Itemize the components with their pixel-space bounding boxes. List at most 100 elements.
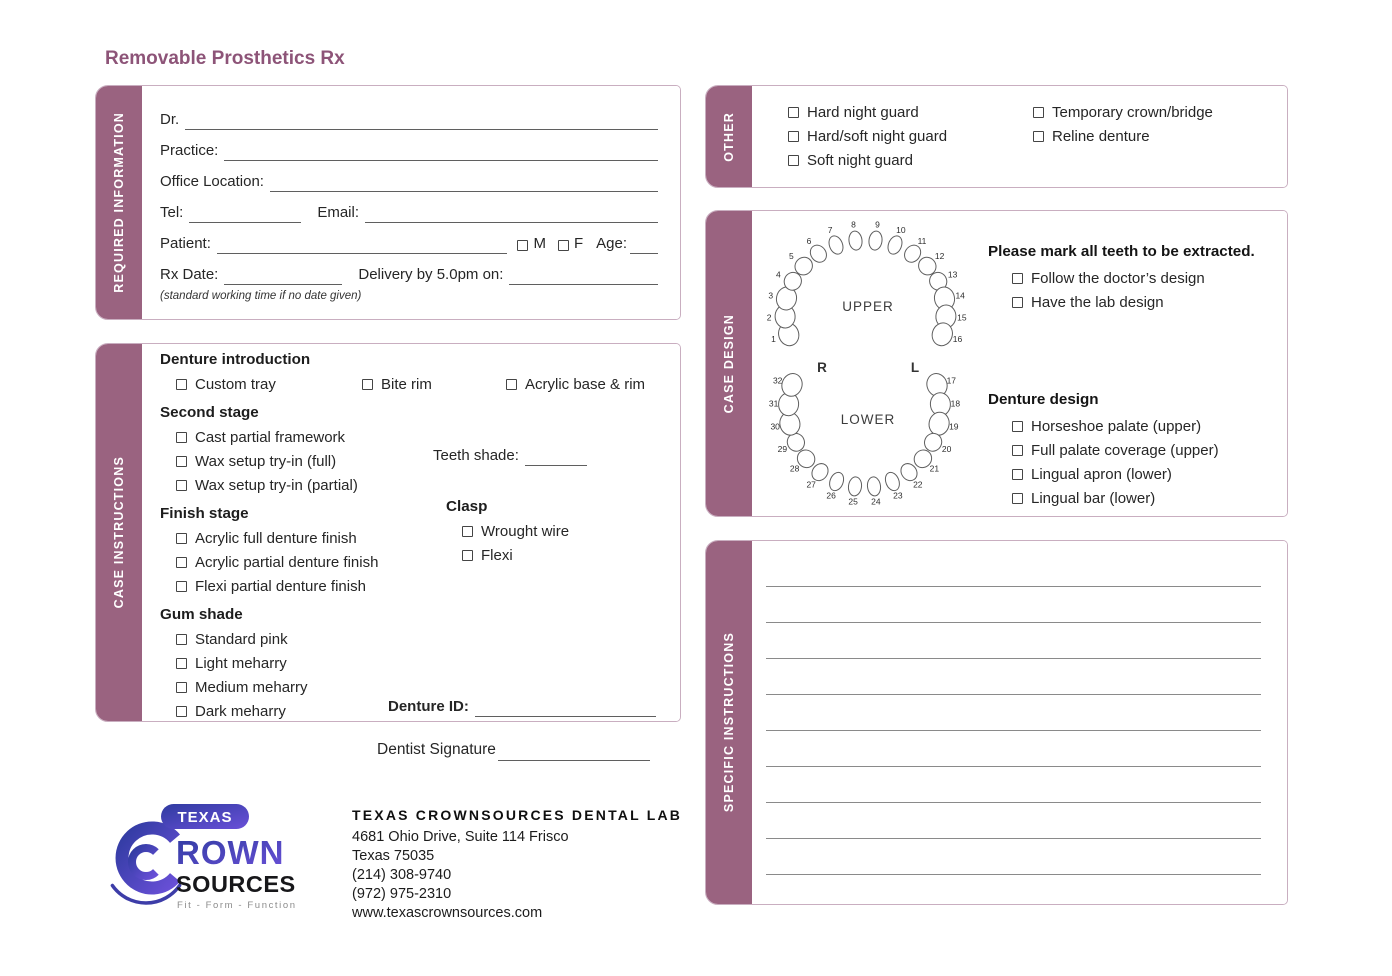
tooth-22[interactable] bbox=[898, 460, 921, 483]
tooth-11[interactable] bbox=[901, 242, 924, 265]
standard-pink-checkbox[interactable] bbox=[176, 633, 187, 645]
patient-input-line[interactable] bbox=[216, 239, 508, 254]
wax-setup-partial-row: Wax setup try-in (partial) bbox=[176, 473, 662, 497]
instruction-write-line[interactable] bbox=[766, 695, 1261, 731]
tooth-12[interactable] bbox=[915, 254, 940, 279]
tooth-19[interactable] bbox=[927, 410, 951, 436]
follow-doctors-design-row: Follow the doctor’s design bbox=[1012, 266, 1287, 290]
tooth-number-24: 24 bbox=[871, 496, 881, 506]
acrylic-partial-finish-label: Acrylic partial denture finish bbox=[195, 553, 379, 571]
full-palate-coverage-label: Full palate coverage (upper) bbox=[1031, 441, 1219, 459]
tooth-23[interactable] bbox=[883, 470, 902, 492]
gum-shade-heading: Gum shade bbox=[160, 606, 243, 623]
female-checkbox[interactable] bbox=[557, 240, 569, 251]
standard-pink-row: Standard pink bbox=[176, 627, 662, 651]
medium-meharry-label: Medium meharry bbox=[195, 678, 308, 696]
tooth-25[interactable] bbox=[847, 476, 863, 497]
age-input-line[interactable] bbox=[630, 239, 658, 254]
denture-id-input-line[interactable] bbox=[474, 702, 656, 717]
dentist-signature-label: Dentist Signature bbox=[377, 741, 496, 758]
hard-soft-night-guard-checkbox[interactable] bbox=[788, 130, 799, 142]
tooth-8[interactable] bbox=[848, 230, 863, 251]
cast-partial-framework-checkbox[interactable] bbox=[176, 431, 187, 443]
dark-meharry-checkbox[interactable] bbox=[176, 705, 187, 717]
reline-denture-checkbox[interactable] bbox=[1033, 130, 1044, 142]
flexi-clasp-checkbox[interactable] bbox=[462, 549, 473, 561]
instruction-write-line[interactable] bbox=[766, 551, 1261, 587]
horseshoe-palate-checkbox[interactable] bbox=[1012, 420, 1023, 432]
dentist-signature-line[interactable] bbox=[497, 746, 650, 761]
specific-instructions-tab-label: SPECIFIC INSTRUCTIONS bbox=[722, 632, 736, 813]
teeth-shade-input-line[interactable] bbox=[524, 451, 587, 466]
write-lines-area bbox=[766, 551, 1261, 875]
instruction-write-line[interactable] bbox=[766, 731, 1261, 767]
instruction-write-line[interactable] bbox=[766, 659, 1261, 695]
case-instructions-tab: CASE INSTRUCTIONS bbox=[96, 344, 142, 721]
acrylic-partial-finish-checkbox[interactable] bbox=[176, 556, 187, 568]
tooth-27[interactable] bbox=[809, 460, 832, 483]
wax-setup-full-checkbox[interactable] bbox=[176, 455, 187, 467]
tooth-32[interactable] bbox=[779, 371, 805, 399]
light-meharry-checkbox[interactable] bbox=[176, 657, 187, 669]
case-instructions-tab-label: CASE INSTRUCTIONS bbox=[112, 456, 126, 609]
tooth-number-23: 23 bbox=[893, 491, 903, 501]
tooth-number-27: 27 bbox=[806, 479, 816, 489]
upper-arch-label: UPPER bbox=[842, 299, 894, 314]
bite-rim-checkbox[interactable] bbox=[362, 378, 373, 390]
flexi-partial-finish-checkbox[interactable] bbox=[176, 580, 187, 592]
tooth-6[interactable] bbox=[807, 242, 830, 265]
lingual-bar-label: Lingual bar (lower) bbox=[1031, 489, 1156, 507]
email-label: Email: bbox=[317, 204, 360, 221]
soft-night-guard-checkbox[interactable] bbox=[788, 154, 799, 166]
instruction-write-line[interactable] bbox=[766, 623, 1261, 659]
lab-contact-block: TEXAS CROWNSOURCES DENTAL LAB 4681 Ohio … bbox=[352, 806, 682, 923]
female-label: F bbox=[573, 235, 584, 252]
medium-meharry-checkbox[interactable] bbox=[176, 681, 187, 693]
rx-date-input-line[interactable] bbox=[224, 270, 343, 285]
tooth-number-5: 5 bbox=[789, 251, 794, 261]
tooth-28[interactable] bbox=[794, 446, 819, 471]
dr-label: Dr. bbox=[160, 111, 180, 128]
right-side-label: R bbox=[817, 360, 827, 375]
practice-input-line[interactable] bbox=[224, 146, 658, 161]
tooth-7[interactable] bbox=[826, 234, 845, 256]
have-lab-design-checkbox[interactable] bbox=[1012, 296, 1023, 308]
hard-night-guard-checkbox[interactable] bbox=[788, 106, 799, 118]
logo-tagline-text: Fit - Form - Function bbox=[177, 900, 297, 911]
email-input-line[interactable] bbox=[365, 208, 658, 223]
lingual-apron-checkbox[interactable] bbox=[1012, 468, 1023, 480]
temporary-crown-bridge-checkbox[interactable] bbox=[1033, 106, 1044, 118]
tooth-16[interactable] bbox=[929, 320, 955, 348]
instruction-write-line[interactable] bbox=[766, 767, 1261, 803]
tel-input-line[interactable] bbox=[189, 208, 302, 223]
wrought-wire-checkbox[interactable] bbox=[462, 525, 473, 537]
tooth-4[interactable] bbox=[781, 270, 804, 294]
wax-setup-partial-checkbox[interactable] bbox=[176, 479, 187, 491]
standard-pink-label: Standard pink bbox=[195, 630, 288, 648]
tooth-21[interactable] bbox=[911, 446, 936, 471]
required-information-tab: REQUIRED INFORMATION bbox=[96, 86, 142, 319]
instruction-write-line[interactable] bbox=[766, 839, 1261, 875]
office-location-input-line[interactable] bbox=[269, 177, 658, 192]
full-palate-coverage-checkbox[interactable] bbox=[1012, 444, 1023, 456]
tooth-24[interactable] bbox=[866, 476, 882, 497]
instruction-write-line[interactable] bbox=[766, 587, 1261, 623]
tooth-10[interactable] bbox=[885, 234, 904, 256]
tooth-20[interactable] bbox=[922, 431, 945, 455]
delivery-input-line[interactable] bbox=[509, 270, 658, 285]
tooth-26[interactable] bbox=[827, 470, 846, 492]
acrylic-full-finish-checkbox[interactable] bbox=[176, 532, 187, 544]
instruction-write-line[interactable] bbox=[766, 803, 1261, 839]
tooth-number-31: 31 bbox=[769, 398, 779, 408]
lingual-bar-checkbox[interactable] bbox=[1012, 492, 1023, 504]
custom-tray-checkbox[interactable] bbox=[176, 378, 187, 390]
tooth-5[interactable] bbox=[791, 254, 816, 279]
tooth-9[interactable] bbox=[868, 230, 883, 251]
follow-doctors-design-checkbox[interactable] bbox=[1012, 272, 1023, 284]
dr-input-line[interactable] bbox=[185, 115, 658, 130]
acrylic-base-rim-checkbox[interactable] bbox=[506, 378, 517, 390]
male-checkbox[interactable] bbox=[517, 240, 529, 251]
